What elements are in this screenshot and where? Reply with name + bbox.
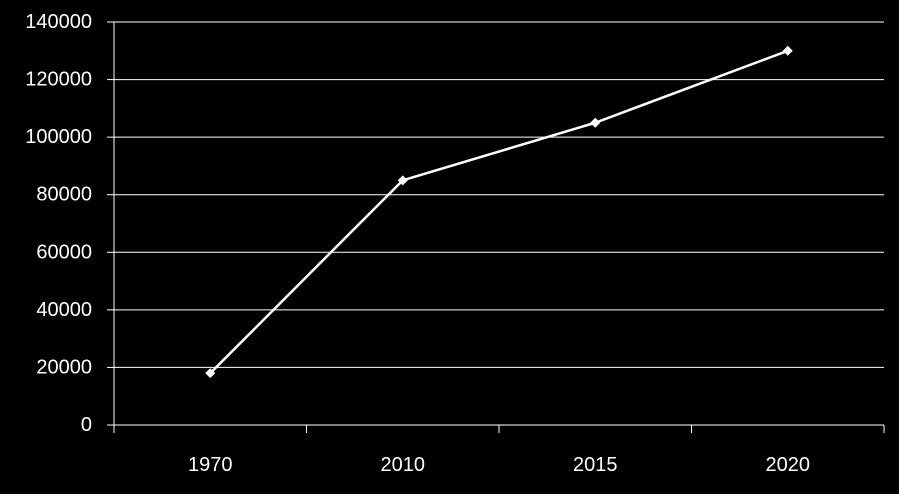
y-tick-label: 60000 <box>36 241 92 263</box>
series-line <box>209 49 789 375</box>
data-point-marker <box>205 368 216 379</box>
data-point-marker <box>782 45 793 56</box>
y-tick-label: 0 <box>81 414 92 436</box>
data-series <box>205 45 793 379</box>
x-tick-label: 1970 <box>188 454 233 476</box>
x-axis-tick-labels: 1970 2010 2015 2020 <box>188 454 810 476</box>
data-point-marker <box>590 117 601 128</box>
data-point-marker <box>397 175 408 186</box>
y-tick-label: 140000 <box>25 11 92 33</box>
y-tick-label: 20000 <box>36 356 92 378</box>
y-tick-label: 120000 <box>25 69 92 91</box>
y-tick-label: 100000 <box>25 126 92 148</box>
y-tick-label: 40000 <box>36 299 92 321</box>
y-axis-tick-labels: 0 20000 40000 60000 80000 100000 120000 140000 <box>25 11 92 436</box>
x-tick-label: 2010 <box>381 454 426 476</box>
axes <box>107 21 885 433</box>
x-tick-label: 2020 <box>766 454 811 476</box>
y-tick-label: 80000 <box>36 184 92 206</box>
x-tick-label: 2015 <box>573 454 618 476</box>
gridlines <box>114 21 884 368</box>
